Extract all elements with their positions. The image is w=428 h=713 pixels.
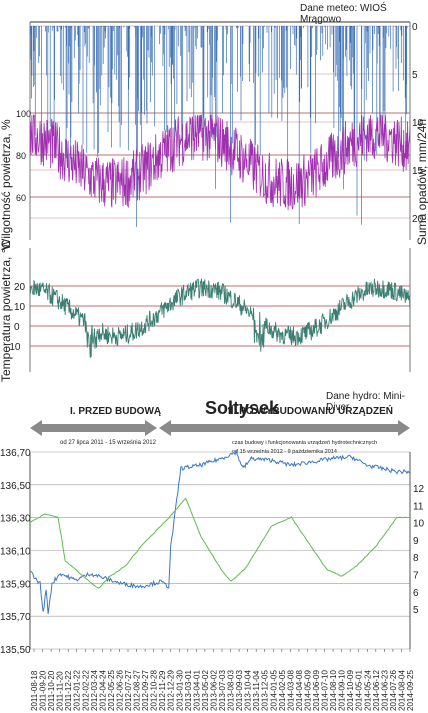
- x-tick-label: 2012-03-24: [90, 670, 99, 711]
- precip-tick-label: 15: [412, 166, 424, 177]
- x-tick-label: 2013-08-03: [227, 670, 236, 711]
- x-tick-label: 2014-10-09: [346, 670, 355, 711]
- phase1-label: I. PRZED BUDOWĄ: [70, 406, 161, 417]
- phase1-sub: od 27 lipca 2011 - 15 września 2012: [60, 440, 157, 446]
- x-tick-label: 2012-11-29: [158, 670, 167, 711]
- x-tick-label: 2014-07-10: [321, 670, 330, 711]
- level-tick-label: 136,10: [0, 547, 31, 558]
- level-tick-label: 136,30: [0, 514, 31, 525]
- site-title: Sołtysek: [205, 398, 280, 418]
- second-axis-tick-label: 8: [413, 553, 419, 564]
- phase-band: I. PRZED BUDOWĄ od 27 lipca 2011 - 15 wrz…: [30, 404, 410, 455]
- x-tick-label: 2011-12-22: [64, 670, 73, 711]
- x-tick-label: 2013-05-02: [201, 670, 210, 711]
- temperature-axis-title: Temperatura powietrza, °C: [0, 239, 13, 382]
- second-axis-tick-label: 7: [413, 571, 419, 582]
- x-tick-label: 2014-06-09: [312, 670, 321, 711]
- x-tick-label: 2013-01-30: [175, 670, 184, 711]
- x-tick-label: 2014-09-25: [406, 670, 415, 711]
- hydro-source-label: Dane hydro: Mini-Diver: [326, 391, 405, 413]
- phase2-arrow-head-left: [159, 420, 171, 436]
- x-tick-label: 2014-08-04: [398, 670, 407, 711]
- x-tick-label: 2014-05-01: [355, 670, 364, 711]
- phase2-arrow-shaft: [167, 424, 402, 432]
- phase2-sub: czas budowy i funkcjonowania urządzeń hy…: [232, 440, 377, 446]
- x-tick-label: 2012-09-27: [141, 670, 150, 711]
- humidity-tick-label: 100: [16, 109, 31, 119]
- precip-tick-label: 10: [412, 118, 424, 129]
- x-tick-label: 2012-02-22: [81, 670, 90, 711]
- second-axis-tick-label: 6: [413, 588, 419, 599]
- humidity-axis-title: Wilgotność powietrza, %: [0, 119, 13, 250]
- level-tick-label: 136,50: [0, 481, 31, 492]
- second-axis-tick-label: 9: [413, 536, 419, 547]
- x-tick-label: 2014-02-05: [278, 670, 287, 711]
- x-tick-label: 2014-06-23: [380, 670, 389, 711]
- temp-tick-label: -10: [6, 342, 21, 353]
- phase2-arrow-head-right: [398, 420, 410, 436]
- x-tick-label: 2013-03-01: [184, 670, 193, 711]
- precip-tick-label: 0: [412, 22, 418, 33]
- precip-humidity-panel: 100 80 60 0 5 10 15 20 Wilgotność powietrza, % Su…: [0, 21, 428, 250]
- x-tick-label: 2012-01-22: [73, 670, 82, 711]
- x-tick-label: 2012-10-28: [150, 670, 159, 711]
- precip-axis-title: Suma opadów, mm/24h: [415, 119, 428, 245]
- temp-tick-label: 20: [14, 282, 26, 293]
- x-tick-label: 2014-05-24: [363, 670, 372, 711]
- x-tick-label: 2013-07-03: [218, 670, 227, 711]
- x-tick-label: 2013-09-03: [235, 670, 244, 711]
- level-tick-label: 135,90: [0, 579, 31, 590]
- phase1-arrow-head-left: [30, 420, 42, 436]
- precip-tick-label: 5: [412, 70, 418, 81]
- x-tick-label: 2014-03-08: [286, 670, 295, 711]
- x-tick-label: 2011-08-18: [30, 670, 39, 711]
- x-tick-label: 2014-08-10: [329, 670, 338, 711]
- x-tick-label: 2011-10-20: [47, 670, 56, 711]
- second-series-line: [29, 497, 411, 589]
- x-tick-label: 2014-07-26: [389, 670, 398, 711]
- phase2-label: II. PO WYBUDOWANIU URZĄDZEŃ: [228, 404, 393, 417]
- temp-tick-label: 0: [14, 322, 20, 333]
- x-tick-label: 2012-06-26: [116, 670, 125, 711]
- second-axis-tick-label: 5: [413, 605, 419, 616]
- hydro-panel: 136,70 136,50 136,30 136,10 135,90 135,70 135,…: [0, 448, 425, 711]
- humidity-line: [29, 114, 411, 211]
- temp-tick-label: 10: [14, 302, 26, 313]
- level-tick-label: 136,70: [0, 448, 31, 459]
- x-tick-label: 2012-05-25: [107, 670, 116, 711]
- humidity-tick-label: 60: [16, 193, 26, 203]
- humidity-tick-label: 80: [16, 151, 26, 161]
- second-axis-tick-label: 11: [413, 501, 424, 512]
- x-tick-label: 2014-06-12: [372, 670, 381, 711]
- x-tick-label: 2011-09-20: [39, 670, 48, 711]
- x-tick-label: 2013-11-04: [252, 670, 261, 711]
- x-tick-label: 2013-04-01: [192, 670, 201, 711]
- x-tick-label: 2011-11-20: [56, 671, 65, 711]
- phase1-arrow-head-right: [145, 420, 157, 436]
- precip-tick-label: 20: [412, 214, 424, 225]
- second-axis-tick-label: 12: [413, 484, 425, 495]
- x-tick-label: 2012-08-27: [133, 670, 142, 711]
- x-tick-label: 2013-06-02: [210, 670, 219, 711]
- x-tick-label: 2014-04-08: [295, 670, 304, 711]
- water-level-line: [29, 448, 411, 615]
- phase1-arrow-shaft: [38, 424, 149, 432]
- temperature-line: [29, 278, 411, 359]
- x-tick-label: 2013-10-04: [244, 670, 253, 711]
- x-tick-label: 2013-12-05: [261, 670, 270, 711]
- level-tick-label: 135,70: [0, 612, 31, 623]
- x-tick-label: 2014-05-09: [304, 670, 313, 711]
- x-tick-label: 2014-01-05: [269, 670, 278, 711]
- meteo-source-label: Dane meteo: WIOŚ Mrągowo: [300, 3, 387, 25]
- x-tick-label: 2012-12-29: [167, 670, 176, 711]
- x-tick-label: 2012-04-24: [98, 670, 107, 711]
- level-tick-label: 135,50: [0, 645, 31, 656]
- x-tick-label: 2014-09-10: [338, 670, 347, 711]
- second-axis-tick-label: 10: [413, 519, 425, 530]
- x-tick-label: 2012-07-27: [124, 670, 133, 711]
